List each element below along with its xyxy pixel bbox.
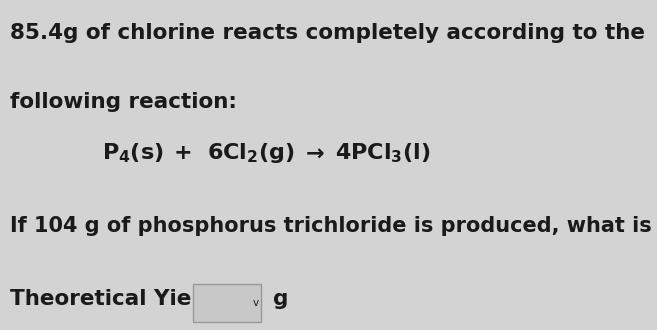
FancyBboxPatch shape — [193, 284, 261, 322]
Text: following reaction:: following reaction: — [10, 92, 237, 113]
Text: $\mathdefault{4PCl_3(l)}$: $\mathdefault{4PCl_3(l)}$ — [335, 142, 430, 165]
Text: If 104 g of phosphorus trichloride is produced, what is the percent yield?: If 104 g of phosphorus trichloride is pr… — [10, 216, 657, 236]
Text: +: + — [174, 144, 193, 163]
Text: $\mathdefault{6Cl_2(g)}$: $\mathdefault{6Cl_2(g)}$ — [207, 142, 294, 165]
Text: 85.4g of chlorine reacts completely according to the: 85.4g of chlorine reacts completely acco… — [10, 23, 645, 43]
Text: →: → — [306, 144, 324, 163]
Text: $\mathdefault{P_4(s)}$: $\mathdefault{P_4(s)}$ — [102, 142, 164, 165]
Text: Theoretical Yield: Theoretical Yield — [10, 289, 214, 309]
Text: g: g — [273, 289, 288, 309]
Text: v: v — [253, 298, 260, 308]
